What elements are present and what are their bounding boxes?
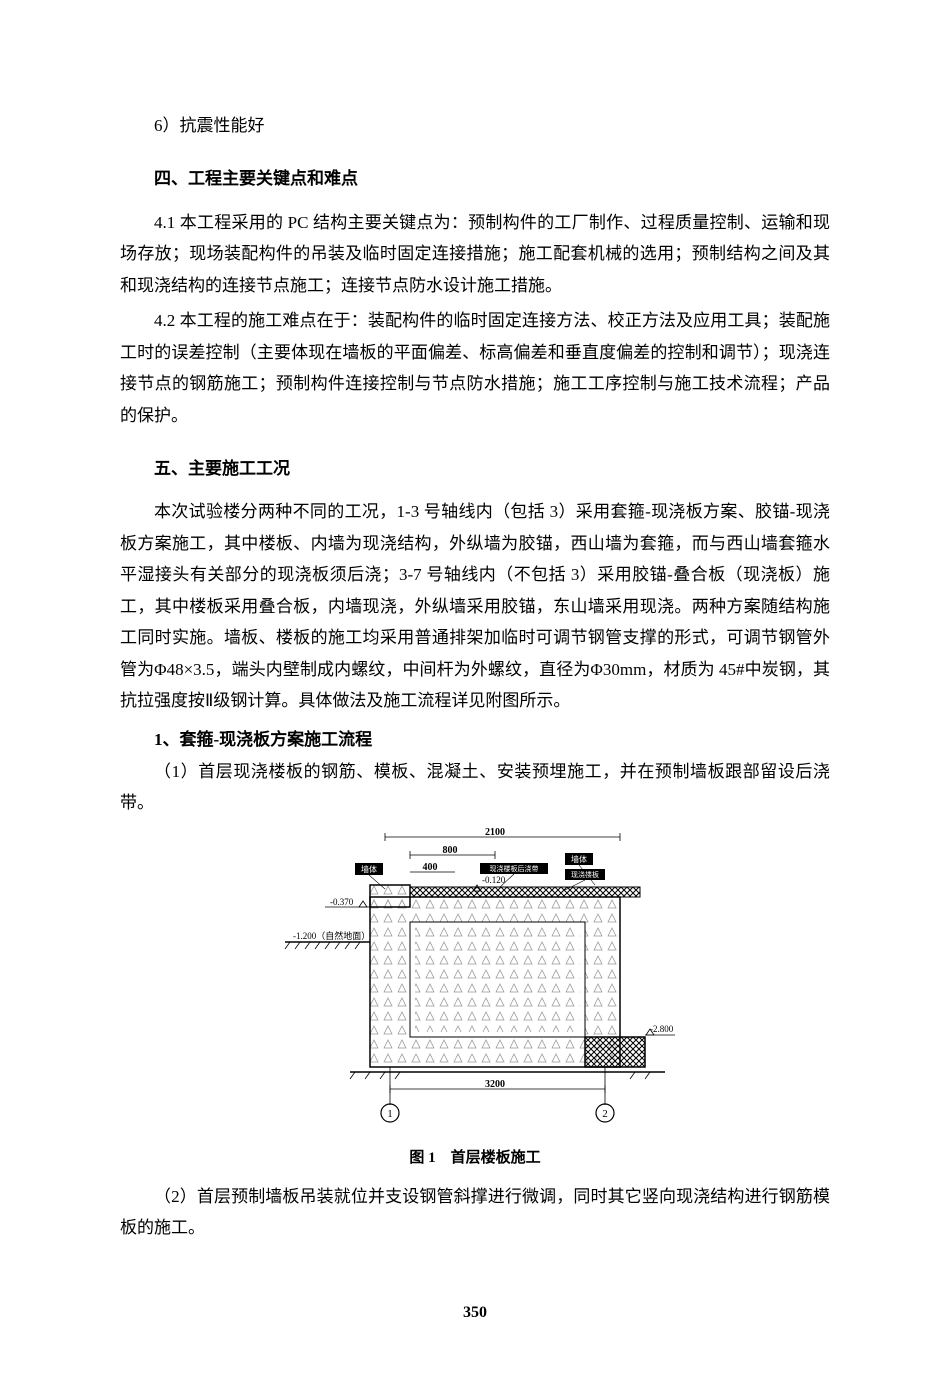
svg-text:-2.800: -2.800 [650,1024,674,1034]
svg-text:2100: 2100 [485,827,505,838]
list-item-6: 6）抗震性能好 [120,110,830,141]
figure-1-diagram: 2100 800 400 墙体 墙体 现浇楼板后浇带 现浇楼板 -0.120 -… [255,827,695,1127]
svg-text:400: 400 [423,862,438,873]
section-heading-5: 五、主要施工工况 [120,453,830,484]
svg-text:墙体: 墙体 [361,864,377,874]
svg-text:-1.200（自然地面）: -1.200（自然地面） [293,930,370,941]
svg-text:1: 1 [387,1108,393,1120]
paragraph-4-1: 4.1 本工程采用的 PC 结构主要关键点为：预制构件的工厂制作、过程质量控制、… [120,207,830,301]
section-heading-4: 四、工程主要关键点和难点 [120,163,830,194]
numbered-item-1-1: （1）首层现浇楼板的钢筋、模板、混凝土、安装预埋施工，并在预制墙板跟部留设后浇带… [120,756,830,819]
svg-text:墙体: 墙体 [571,854,587,864]
svg-text:现浇楼板后浇带: 现浇楼板后浇带 [490,864,539,873]
figure-1-container: 2100 800 400 墙体 墙体 现浇楼板后浇带 现浇楼板 -0.120 -… [120,827,830,1137]
paragraph-5: 本次试验楼分两种不同的工况，1-3 号轴线内（包括 3）采用套箍-现浇板方案、胶… [120,496,830,716]
sub-heading-1: 1、套箍-现浇板方案施工流程 [120,724,830,755]
svg-text:现浇楼板: 现浇楼板 [571,870,599,879]
svg-text:2: 2 [602,1108,608,1120]
svg-text:800: 800 [443,845,458,856]
svg-text:3200: 3200 [485,1079,505,1090]
svg-text:-0.370: -0.370 [330,897,354,907]
page-number: 350 [0,1298,950,1328]
figure-1-caption: 图 1 首层楼板施工 [120,1145,830,1173]
paragraph-4-2: 4.2 本工程的施工难点在于：装配构件的临时固定连接方法、校正方法及应用工具；装… [120,305,830,431]
svg-text:-0.120: -0.120 [482,875,506,885]
numbered-item-1-2: （2）首层预制墙板吊装就位并支设钢管斜撑进行微调，同时其它竖向现浇结构进行钢筋模… [120,1181,830,1244]
